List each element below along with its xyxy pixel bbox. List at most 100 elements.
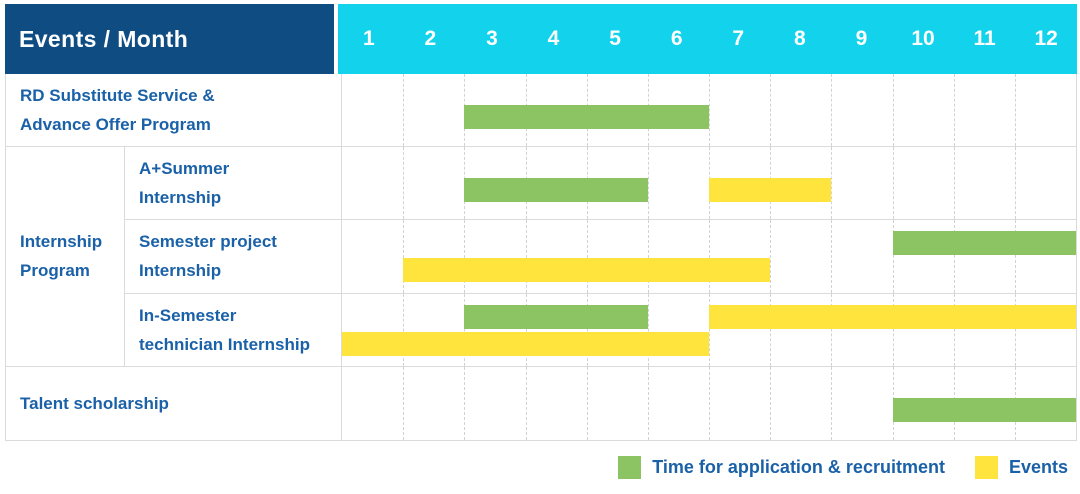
month-gridline <box>831 220 833 293</box>
month-gridline <box>525 220 527 293</box>
row-label-semester-project-internship: Semester project Internship <box>125 220 341 294</box>
month-gridline <box>1014 147 1016 220</box>
month-gridline <box>525 366 527 440</box>
month-gridline <box>831 74 833 147</box>
month-gridline <box>953 74 955 147</box>
schedule-table: Events / Month 1 2 3 4 5 6 7 8 9 10 11 1… <box>5 4 1077 441</box>
month-gridline <box>831 366 833 440</box>
month-gridline <box>1014 220 1016 293</box>
month-header-12: 12 <box>1034 27 1058 50</box>
month-header-9: 9 <box>855 27 868 50</box>
month-gridline <box>647 366 649 440</box>
month-gridline <box>464 366 466 440</box>
events-bar <box>342 331 709 356</box>
month-header-10: 10 <box>911 27 935 50</box>
legend: Time for application & recruitment Event… <box>618 456 1068 479</box>
chart-row-talent-scholarship <box>341 366 1076 440</box>
month-gridline <box>770 293 772 366</box>
events-bar <box>709 178 832 203</box>
month-gridline <box>586 293 588 366</box>
month-gridline <box>770 366 772 440</box>
group-label-line: Program <box>20 261 90 281</box>
events-swatch-icon <box>974 456 998 479</box>
month-gridline <box>403 147 405 220</box>
row-label-line: Talent scholarship <box>20 393 169 413</box>
month-gridline <box>892 220 894 293</box>
month-gridline <box>464 293 466 366</box>
row-label-in-semester-technician-internship: In-Semester technician Internship <box>125 293 341 367</box>
month-gridline <box>1014 293 1016 366</box>
month-header-8: 8 <box>793 27 806 50</box>
table-header: Events / Month 1 2 3 4 5 6 7 8 9 10 11 1… <box>5 4 1077 74</box>
month-header-6: 6 <box>670 27 683 50</box>
group-label-internship-program: Internship Program <box>6 147 125 367</box>
row-label-line: In-Semester <box>139 305 237 325</box>
month-gridline <box>403 366 405 440</box>
month-gridline <box>464 220 466 293</box>
legend-label: Events <box>1008 457 1068 477</box>
chart-row-in-semester-technician-internship <box>341 293 1076 367</box>
month-gridline <box>892 74 894 147</box>
events-bar <box>709 304 1076 329</box>
application-recruitment-bar <box>464 178 648 203</box>
month-gridline <box>1014 74 1016 147</box>
row-label-line: Advance Offer Program <box>20 115 211 135</box>
application-recruitment-bar <box>892 397 1076 422</box>
month-header-11: 11 <box>973 27 996 50</box>
row-label-talent-scholarship: Talent scholarship <box>6 366 341 440</box>
month-gridline <box>525 293 527 366</box>
month-gridline <box>892 293 894 366</box>
month-gridline <box>709 293 710 366</box>
month-gridline <box>770 74 772 147</box>
month-gridline <box>892 147 894 220</box>
month-gridline <box>831 147 833 220</box>
month-header-2: 2 <box>424 27 437 50</box>
month-gridline <box>403 220 405 293</box>
month-gridline <box>403 293 405 366</box>
month-gridline <box>586 366 588 440</box>
month-header-row: 1 2 3 4 5 6 7 8 9 10 11 12 <box>338 4 1077 74</box>
month-header-7: 7 <box>732 27 745 50</box>
month-gridline <box>831 293 833 366</box>
row-label-rd-substitute: RD Substitute Service & Advance Offer Pr… <box>6 74 341 148</box>
month-header-4: 4 <box>547 27 560 50</box>
month-gridline <box>953 147 955 220</box>
row-label-line: technician Internship <box>139 334 310 354</box>
month-gridline <box>709 74 710 147</box>
application-recruitment-bar <box>892 231 1076 256</box>
chart-row-a-plus-summer-internship <box>341 147 1076 221</box>
month-gridline <box>953 293 955 366</box>
month-header-3: 3 <box>486 27 498 50</box>
month-gridline <box>709 220 710 293</box>
month-gridline <box>953 220 955 293</box>
chart-row-rd-substitute <box>341 74 1076 148</box>
month-gridline <box>647 293 649 366</box>
recruitment-swatch-icon <box>618 456 642 479</box>
month-gridline <box>647 220 649 293</box>
month-gridline <box>586 220 588 293</box>
month-gridline <box>709 366 710 440</box>
row-label-line: A+Summer <box>139 159 230 179</box>
month-gridline <box>647 147 649 220</box>
events-bar <box>403 258 771 283</box>
legend-item-events: Events <box>974 456 1068 479</box>
chart-row-semester-project-internship <box>341 220 1076 294</box>
row-label-a-plus-summer-internship: A+Summer Internship <box>125 147 341 221</box>
row-label-line: Internship <box>139 188 222 208</box>
month-gridline <box>770 220 772 293</box>
legend-item-application-recruitment: Time for application & recruitment <box>618 456 945 479</box>
legend-label: Time for application & recruitment <box>652 457 945 477</box>
month-gridline <box>403 74 405 147</box>
row-label-line: Internship <box>139 261 222 281</box>
month-header-1: 1 <box>362 27 375 50</box>
group-label-line: Internship <box>20 232 103 252</box>
row-label-line: RD Substitute Service & <box>20 86 215 106</box>
application-recruitment-bar <box>464 105 709 129</box>
month-header-5: 5 <box>609 27 621 50</box>
table-body: RD Substitute Service & Advance Offer Pr… <box>5 74 1077 441</box>
events-month-header-cell: Events / Month <box>5 4 334 74</box>
events-month-title: Events / Month <box>19 25 189 52</box>
application-recruitment-bar <box>464 304 648 329</box>
row-label-line: Semester project <box>139 232 277 252</box>
